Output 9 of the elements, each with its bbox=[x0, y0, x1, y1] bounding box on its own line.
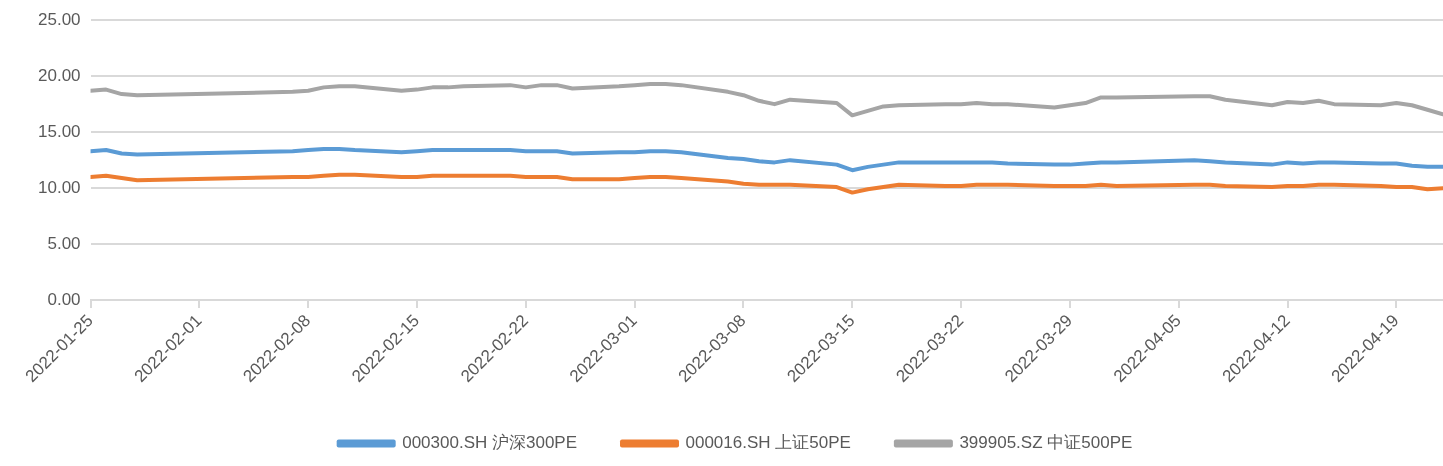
legend-label: 000016.SH 上证50PE bbox=[685, 433, 851, 453]
y-tick-label: 0.00 bbox=[47, 289, 81, 309]
legend-label: 399905.SZ 中证500PE bbox=[959, 433, 1133, 453]
y-tick-label: 10.00 bbox=[37, 177, 81, 197]
y-tick-label: 15.00 bbox=[37, 121, 81, 141]
y-tick-label: 20.00 bbox=[37, 65, 81, 85]
legend-label: 000300.SH 沪深300PE bbox=[402, 433, 578, 453]
y-tick-label: 25.00 bbox=[37, 9, 81, 29]
y-tick-label: 5.00 bbox=[47, 233, 81, 253]
